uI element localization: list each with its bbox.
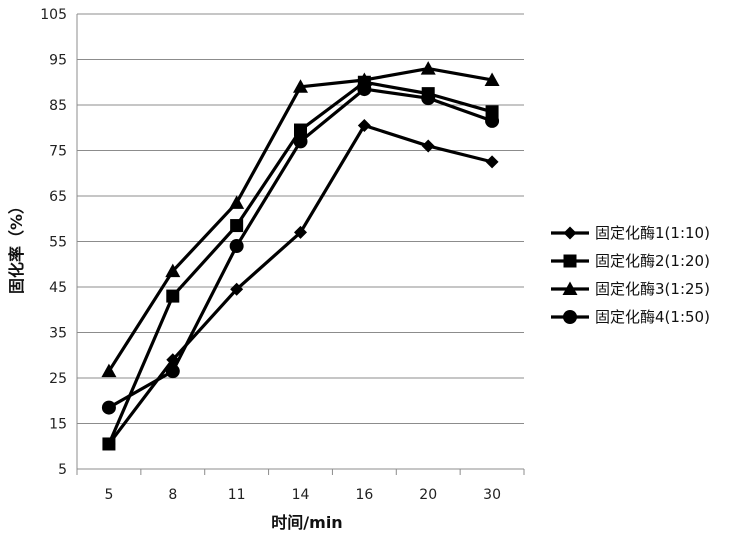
- y-tick-label: 85: [49, 98, 67, 114]
- y-tick-label: 55: [49, 235, 67, 251]
- x-axis-title: 时间/min: [271, 513, 342, 532]
- data-point: [165, 263, 181, 278]
- data-point: [229, 239, 244, 254]
- y-tick-label: 65: [49, 189, 67, 205]
- x-tick-label: 11: [228, 487, 246, 503]
- data-point: [421, 91, 436, 106]
- legend-item: 固定化酶3(1:25): [551, 280, 710, 298]
- data-point: [485, 113, 500, 128]
- data-point: [230, 219, 244, 233]
- series-1: [102, 118, 499, 451]
- y-tick-label: 25: [49, 371, 67, 387]
- y-tick-label: 95: [49, 53, 67, 69]
- legend-label: 固定化酶4(1:50): [595, 308, 710, 326]
- legend-label: 固定化酶1(1:10): [595, 224, 710, 242]
- y-tick-labels: 5 15 25 35 45 55 65 75 85 95 105: [40, 7, 67, 478]
- series-2: [102, 75, 499, 451]
- grid-lines: [77, 13, 524, 424]
- y-axis-title: 固化率（%）: [7, 198, 26, 294]
- data-point: [293, 79, 308, 93]
- legend-marker: [562, 281, 578, 295]
- x-tick-label: 8: [168, 487, 177, 503]
- y-tick-label: 105: [40, 7, 67, 23]
- legend-label: 固定化酶2(1:20): [595, 252, 710, 270]
- y-tick-label: 75: [49, 144, 67, 160]
- legend-item: 固定化酶1(1:10): [551, 224, 710, 242]
- axes: [76, 14, 525, 475]
- series-line: [107, 123, 493, 445]
- series-lines: [101, 61, 500, 451]
- y-tick-label: 35: [49, 326, 67, 342]
- series-line: [107, 66, 493, 373]
- data-point: [293, 134, 308, 149]
- data-point: [101, 400, 116, 415]
- data-point: [485, 155, 499, 169]
- x-tick-label: 16: [355, 487, 373, 503]
- data-point: [357, 82, 372, 97]
- x-tick-label: 20: [419, 487, 437, 503]
- x-tick-label: 30: [483, 487, 501, 503]
- legend-marker: [563, 254, 577, 268]
- data-point: [420, 61, 436, 75]
- data-point: [421, 139, 435, 153]
- y-tick-label: 5: [58, 462, 67, 478]
- y-tick-label: 45: [49, 280, 67, 296]
- x-tick-label: 5: [104, 487, 113, 503]
- legend-item: 固定化酶2(1:20): [551, 252, 710, 270]
- legend-label: 固定化酶3(1:25): [595, 280, 710, 298]
- data-point: [166, 289, 180, 303]
- data-point: [294, 123, 307, 137]
- x-tick-label: 14: [292, 487, 310, 503]
- data-point: [230, 282, 244, 296]
- data-point: [229, 195, 245, 209]
- data-point: [357, 118, 371, 132]
- data-point: [165, 364, 180, 379]
- legend-marker: [563, 226, 577, 240]
- series-3: [101, 61, 500, 378]
- legend: 固定化酶1(1:10) 固定化酶2(1:20) 固定化酶3(1:25) 固定化酶4(1…: [551, 224, 710, 326]
- x-tick-labels: 5 8 11 14 16 20 30: [104, 487, 501, 503]
- legend-marker: [563, 310, 577, 324]
- series-4: [101, 82, 500, 415]
- data-point: [356, 72, 372, 86]
- data-point: [294, 225, 307, 239]
- y-tick-label: 15: [49, 417, 67, 433]
- legend-item: 固定化酶4(1:50): [551, 308, 710, 326]
- data-point: [102, 437, 116, 451]
- data-point: [101, 363, 117, 378]
- data-point: [484, 72, 500, 86]
